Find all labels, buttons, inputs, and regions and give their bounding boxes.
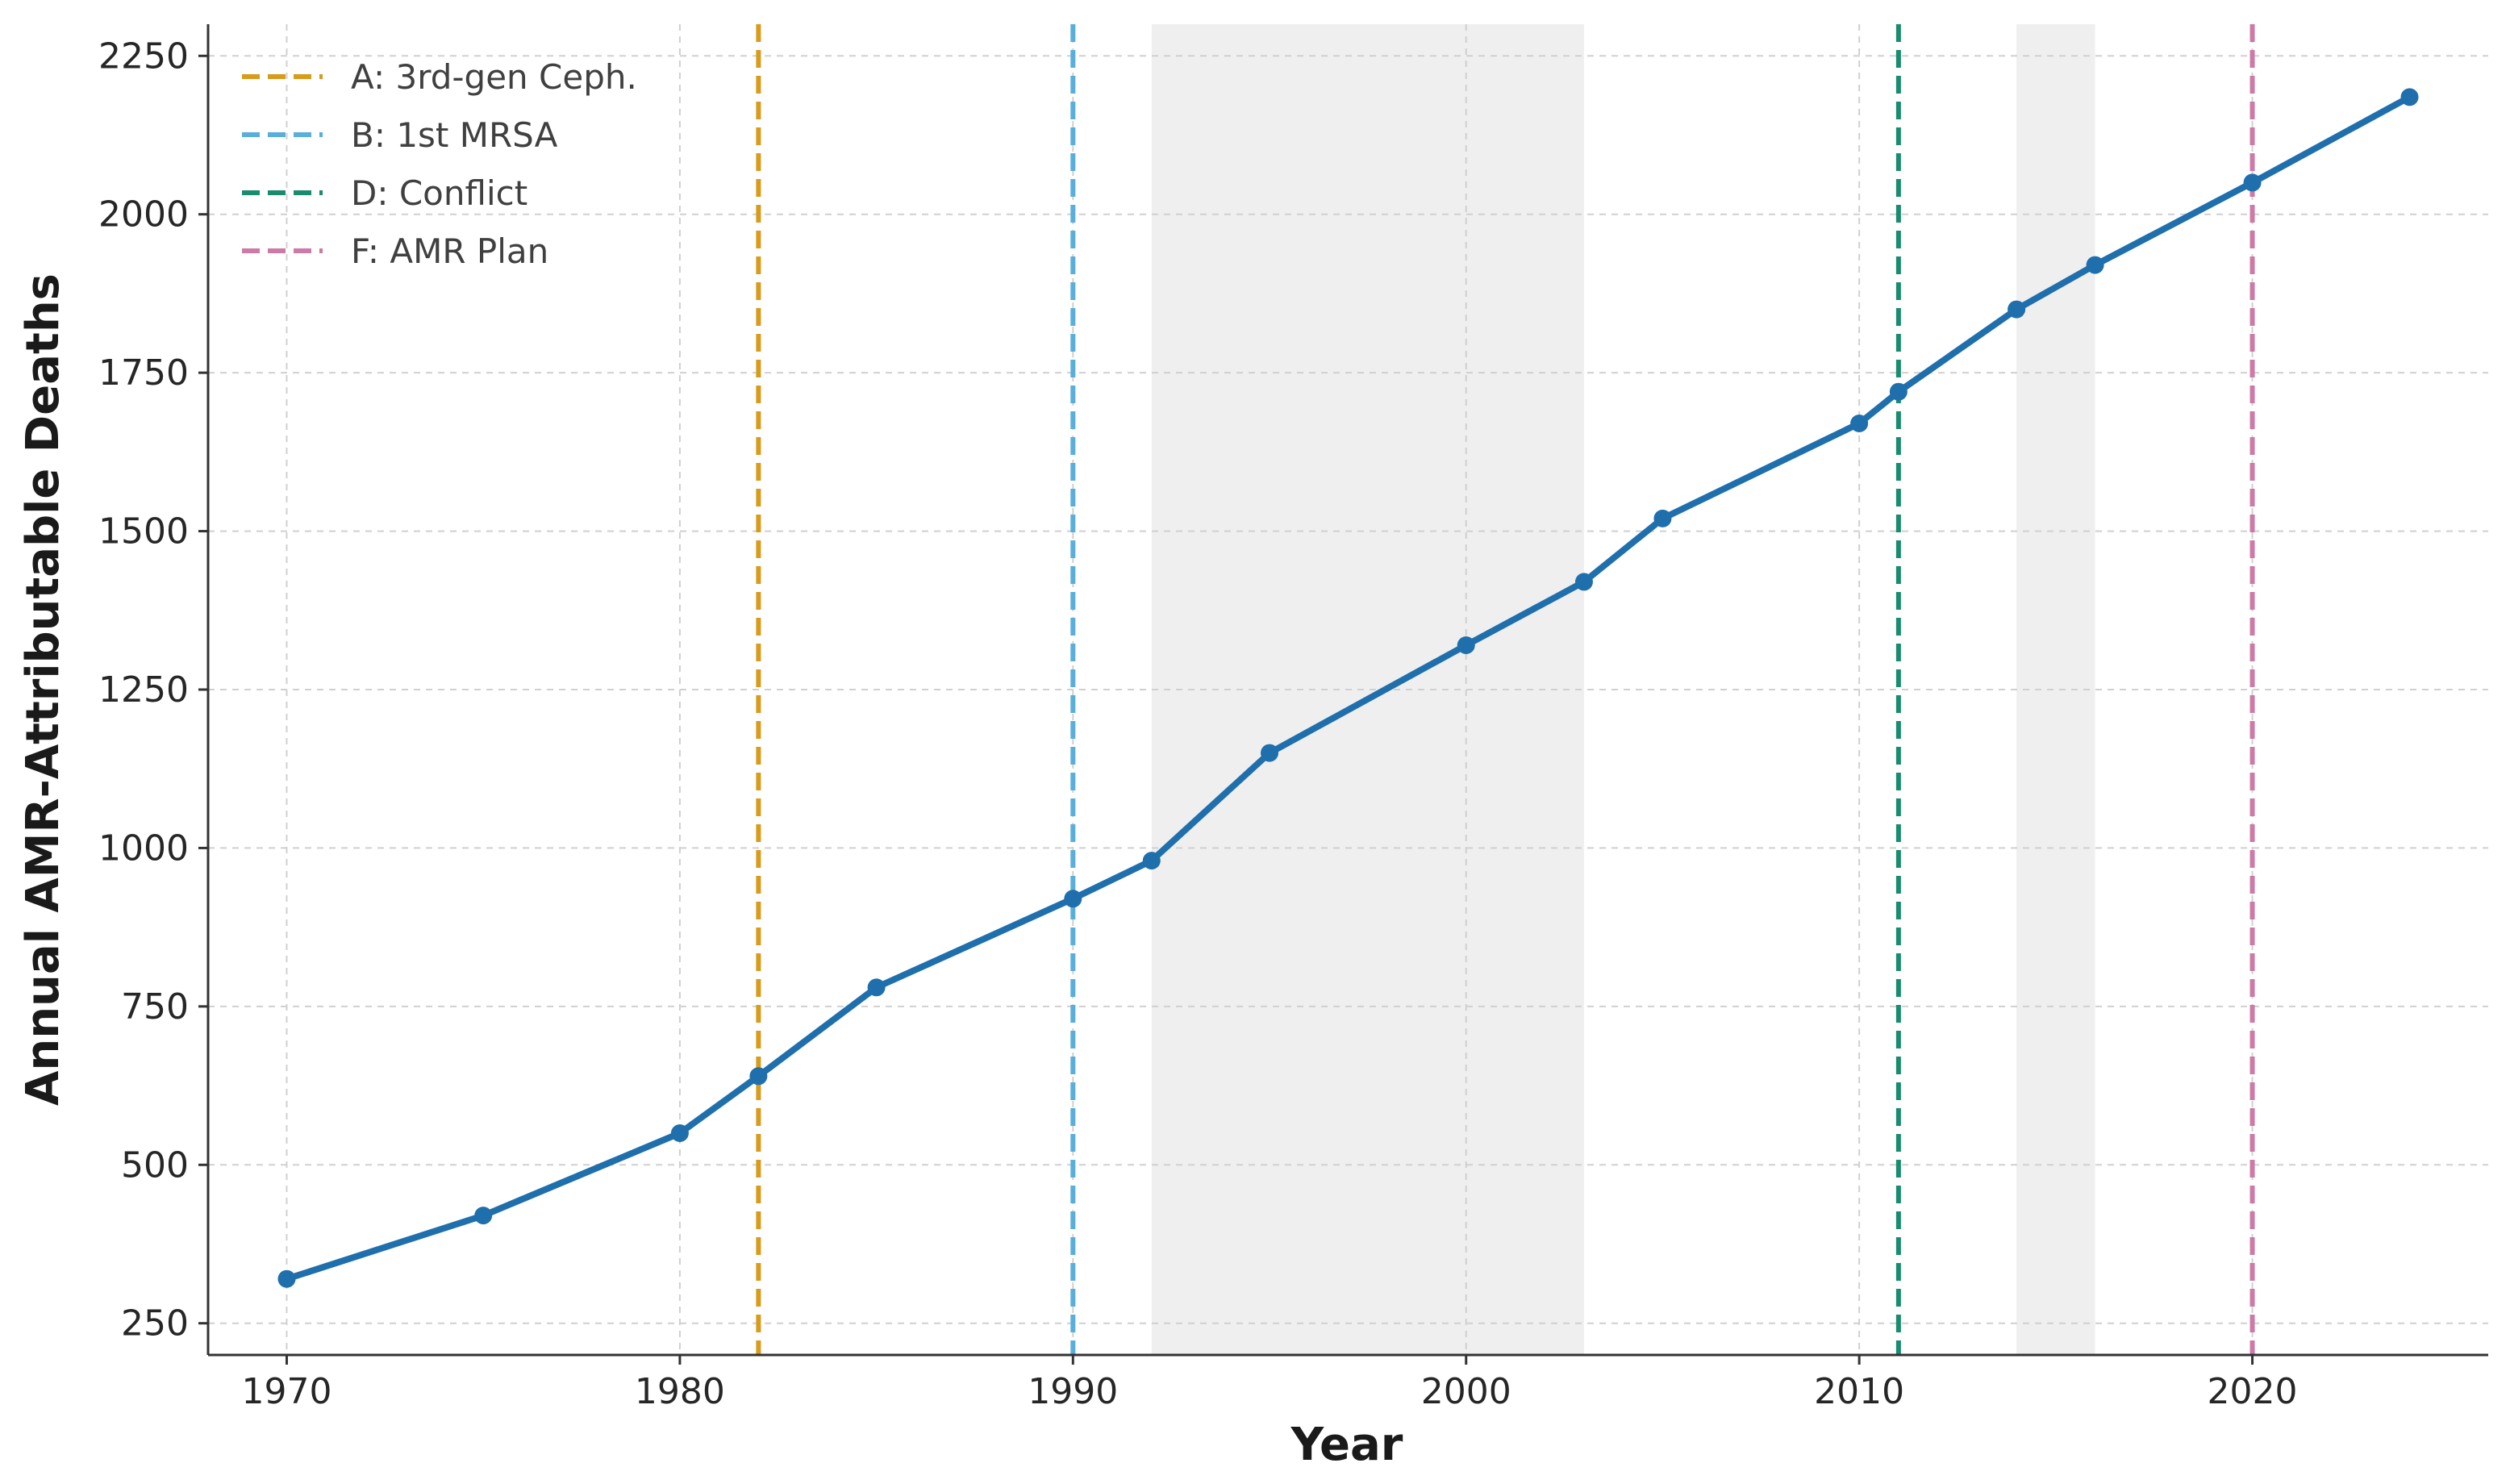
y-tick-label-750: 750 bbox=[121, 986, 189, 1028]
legend-label-2: D: Conflict bbox=[351, 173, 527, 213]
data-point-1980 bbox=[670, 1124, 689, 1142]
event-lines bbox=[756, 24, 2255, 1355]
legend-label-1: B: 1st MRSA bbox=[351, 115, 558, 155]
legend: A: 3rd-gen Ceph. B: 1st MRSA D: Conflict F:… bbox=[242, 57, 637, 271]
data-point-1970 bbox=[277, 1269, 296, 1288]
x-tick-label-2010: 2010 bbox=[1814, 1371, 1904, 1412]
y-tick-label-2000: 2000 bbox=[98, 194, 189, 236]
y-tick-label-250: 250 bbox=[121, 1303, 189, 1344]
y-tick-label-1500: 1500 bbox=[98, 511, 189, 552]
x-tick-label-1970: 1970 bbox=[241, 1371, 331, 1412]
legend-label-3: F: AMR Plan bbox=[351, 231, 548, 271]
data-point-2010 bbox=[1850, 415, 1869, 432]
x-axis-title: Year bbox=[1290, 1419, 1403, 1471]
data-point-2011 bbox=[1889, 382, 1908, 401]
grid bbox=[208, 24, 2488, 1355]
data-point-2005 bbox=[1653, 509, 1672, 527]
data-point-1990 bbox=[1064, 890, 1082, 908]
y-tick-label-2250: 2250 bbox=[98, 35, 189, 77]
x-tick-label-1980: 1980 bbox=[635, 1371, 725, 1412]
y-tick-label-500: 500 bbox=[121, 1144, 189, 1186]
series bbox=[277, 88, 2419, 1288]
shaded-region-1 bbox=[2016, 24, 2095, 1355]
y-tick-label-1000: 1000 bbox=[98, 827, 189, 869]
data-point-1995 bbox=[1261, 744, 1279, 762]
x-tick-label-1990: 1990 bbox=[1028, 1371, 1118, 1412]
x-tick-label-2020: 2020 bbox=[2208, 1371, 2298, 1412]
data-point-1982 bbox=[749, 1067, 768, 1086]
legend-label-0: A: 3rd-gen Ceph. bbox=[351, 57, 637, 97]
data-point-1975 bbox=[474, 1207, 493, 1225]
shaded-regions bbox=[1151, 24, 2095, 1355]
data-point-2020 bbox=[2243, 173, 2262, 192]
data-point-1985 bbox=[867, 978, 886, 997]
data-point-2024 bbox=[2400, 88, 2419, 106]
data-point-2003 bbox=[1574, 573, 1593, 591]
shaded-region-0 bbox=[1151, 24, 1584, 1355]
y-tick-label-1250: 1250 bbox=[98, 669, 189, 711]
data-point-2016 bbox=[2086, 256, 2104, 274]
y-tick-label-1750: 1750 bbox=[98, 352, 189, 394]
x-tick-label-2000: 2000 bbox=[1421, 1371, 1511, 1412]
y-axis-title: Annual AMR-Attributable Deaths bbox=[17, 273, 69, 1106]
data-point-1992 bbox=[1142, 852, 1161, 870]
ticks: 1970 1980 1990 2000 2010 2020 250 500 750 1000 125… bbox=[98, 35, 2298, 1412]
data-point-2000 bbox=[1457, 636, 1475, 654]
data-point-2014 bbox=[2008, 300, 2026, 319]
